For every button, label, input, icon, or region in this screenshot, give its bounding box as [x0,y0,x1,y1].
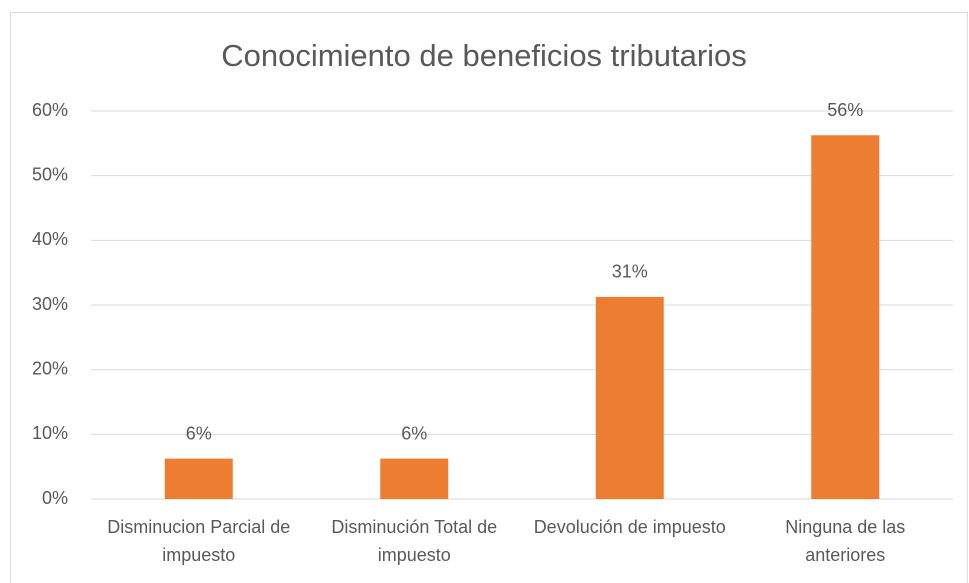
y-tick-label: 0% [42,488,68,508]
y-tick-label: 10% [32,423,68,443]
data-label: 6% [186,423,212,443]
bar [164,458,233,499]
y-tick-label: 20% [32,358,68,378]
y-tick-label: 30% [32,294,68,314]
y-tick-label: 60% [32,100,68,120]
y-tick-label: 50% [32,164,68,184]
data-label: 6% [401,423,427,443]
data-label: 31% [612,262,648,282]
y-tick-label: 40% [32,229,68,249]
bar [380,458,449,499]
data-label: 56% [827,100,863,120]
chart-title: Conocimiento de beneficios tributarios [221,38,747,73]
bar [595,296,664,499]
x-tick-label: Disminucion Parcial de impuesto [107,517,291,565]
x-tick-label: Disminución Total de impuesto [331,517,498,565]
bar [811,135,880,499]
x-tick-label: Ninguna de las anteriores [785,517,906,565]
x-tick-label: Devolución de impuesto [533,517,726,537]
